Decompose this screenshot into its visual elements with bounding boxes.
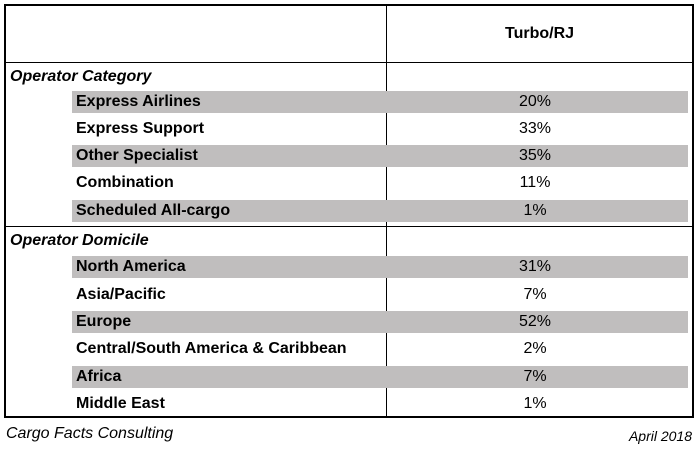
row-label: Middle East [76,395,165,412]
row-value: 1% [523,395,547,412]
table-row: North America 31% [72,256,688,278]
table-row: Central/South America & Caribbean 2% [72,338,688,360]
row-value: 20% [518,93,552,110]
row-value: 7% [523,286,547,303]
row-value: 7% [523,368,547,385]
table-row: Express Airlines 20% [72,91,688,113]
row-value: 52% [518,313,552,330]
data-table: Turbo/RJ Operator Category Express Airli… [4,4,694,418]
table-row: Other Specialist 35% [72,145,688,167]
row-value: 2% [523,340,547,357]
header-divider [6,62,692,63]
table-row: Asia/Pacific 7% [72,284,688,306]
row-label: Combination [76,174,174,191]
row-label: Europe [76,313,132,330]
row-value: 31% [518,258,552,275]
table-row: Europe 52% [72,311,688,333]
section-divider [6,226,692,227]
row-label: Express Airlines [76,93,201,110]
section-title-operator-category: Operator Category [10,68,152,85]
date-caption: April 2018 [628,428,692,444]
row-label: Other Specialist [76,147,198,164]
row-value: 33% [518,120,552,137]
row-label: Asia/Pacific [76,286,166,303]
row-label: Africa [76,368,122,385]
row-value: 35% [518,147,552,164]
column-header: Turbo/RJ [504,25,575,42]
row-label: Scheduled All-cargo [76,202,231,219]
table-row: Africa 7% [72,366,688,388]
row-value: 1% [523,202,547,219]
row-value: 11% [519,174,551,191]
section-title-operator-domicile: Operator Domicile [10,232,149,249]
row-label: Express Support [76,120,205,137]
table-row: Combination 11% [72,172,688,194]
source-caption: Cargo Facts Consulting [6,425,174,442]
table-row: Middle East 1% [72,393,688,415]
row-label: North America [76,258,186,275]
row-label: Central/South America & Caribbean [76,340,347,357]
table-row: Express Support 33% [72,118,688,140]
table-row: Scheduled All-cargo 1% [72,200,688,222]
